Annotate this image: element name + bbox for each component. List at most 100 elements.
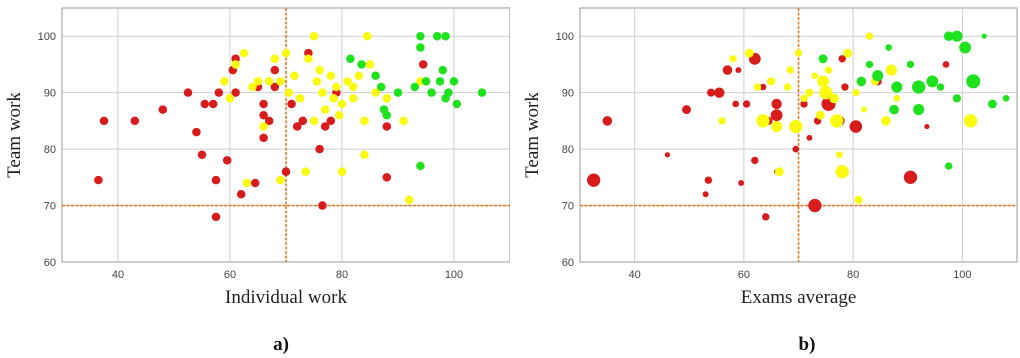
data-point-red: [808, 198, 822, 213]
data-point-green: [959, 41, 972, 54]
data-point-yellow: [295, 94, 305, 103]
panel-label: a): [273, 334, 289, 355]
data-point-green: [885, 44, 892, 51]
data-point-green: [416, 43, 425, 52]
data-point-red: [326, 116, 336, 126]
data-point-green: [357, 60, 366, 69]
scatter-panel-a: 40 60 80 100 60 70 80 90 100 Individual work Team …: [4, 7, 510, 355]
data-point-red: [222, 156, 232, 165]
data-point-yellow: [756, 114, 770, 128]
data-point-yellow: [337, 167, 347, 176]
data-point-red: [318, 201, 327, 210]
scatter-chart-a: 40 60 80 100 60 70 80 90 100 Individual work Team …: [4, 7, 510, 355]
data-point-yellow: [220, 77, 229, 86]
data-point-red: [704, 176, 713, 184]
data-point-yellow: [786, 66, 795, 74]
data-point-green: [951, 30, 963, 42]
data-point-yellow: [885, 64, 897, 76]
data-point-yellow: [326, 71, 336, 80]
data-point-red: [792, 145, 800, 153]
data-point-green: [371, 71, 380, 80]
data-point-yellow: [318, 88, 327, 97]
data-point-yellow: [830, 114, 844, 128]
data-point-yellow: [382, 94, 392, 103]
data-point-green: [346, 54, 355, 64]
data-point-yellow: [309, 116, 319, 126]
data-point-green: [416, 31, 425, 41]
data-point-yellow: [225, 94, 235, 103]
data-point-green: [891, 81, 903, 93]
data-point-yellow: [744, 48, 754, 58]
data-point-red: [702, 191, 709, 198]
panel-label: b): [799, 334, 816, 355]
y-axis-label: Team work: [4, 92, 25, 178]
data-point-red: [259, 99, 268, 109]
y-axis-label: Team work: [522, 92, 543, 178]
data-point-yellow: [893, 94, 901, 102]
data-point-green: [966, 74, 981, 89]
data-point-yellow: [399, 116, 408, 126]
data-point-red: [130, 116, 140, 126]
data-point-red: [742, 100, 751, 108]
y-tick-label: 90: [44, 88, 56, 100]
data-point-yellow: [281, 48, 291, 58]
data-point-yellow: [783, 83, 792, 91]
data-point-green: [818, 54, 828, 64]
data-point-green: [435, 77, 445, 86]
data-point-green: [1002, 94, 1010, 102]
data-point-red: [208, 99, 218, 109]
data-point-red: [197, 150, 207, 160]
data-points: [586, 30, 1010, 221]
data-point-yellow: [362, 31, 372, 41]
data-point-green: [981, 33, 987, 39]
x-tick-label: 80: [847, 269, 859, 281]
data-point-green: [441, 31, 450, 41]
data-point-red: [382, 173, 392, 182]
y-tick-label: 70: [562, 201, 574, 213]
data-point-red: [903, 170, 918, 184]
data-point-green: [427, 88, 436, 97]
data-point-yellow: [835, 165, 849, 179]
data-point-yellow: [348, 94, 358, 103]
data-point-green: [432, 31, 442, 41]
data-point-yellow: [843, 48, 853, 58]
y-tick-label: 60: [44, 257, 56, 269]
data-point-red: [418, 60, 428, 69]
data-point-red: [214, 88, 224, 97]
x-tick-label: 40: [629, 269, 641, 281]
data-points: [94, 31, 487, 222]
data-point-green: [449, 77, 459, 86]
data-point-yellow: [360, 116, 369, 126]
y-tick-label: 100: [556, 31, 574, 43]
data-point-green: [376, 82, 386, 92]
data-point-red: [211, 175, 221, 185]
data-point-yellow: [371, 88, 380, 97]
data-point-yellow: [248, 82, 257, 92]
data-point-yellow: [276, 77, 285, 86]
data-point-yellow: [270, 54, 280, 64]
data-point-red: [751, 156, 759, 165]
data-point-red: [270, 82, 280, 92]
x-tick-label: 60: [224, 269, 236, 281]
data-point-yellow: [824, 66, 833, 74]
data-point-yellow: [774, 167, 784, 177]
data-point-red: [806, 134, 813, 141]
data-point-green: [856, 76, 867, 87]
data-point-yellow: [753, 83, 762, 91]
y-tick-label: 60: [562, 257, 574, 269]
data-point-green: [382, 110, 392, 120]
data-point-green: [906, 60, 915, 69]
data-point-yellow: [815, 110, 825, 120]
y-tick-label: 100: [38, 31, 56, 43]
data-point-red: [738, 180, 745, 186]
data-point-green: [416, 161, 425, 171]
data-point-red: [320, 122, 330, 131]
data-point-red: [287, 99, 296, 109]
data-point-green: [438, 65, 448, 75]
data-point-green: [410, 82, 420, 92]
y-tick-label: 90: [562, 88, 574, 100]
data-point-yellow: [794, 49, 803, 57]
data-point-yellow: [854, 195, 863, 204]
data-point-yellow: [829, 93, 839, 104]
data-point-yellow: [304, 54, 313, 64]
